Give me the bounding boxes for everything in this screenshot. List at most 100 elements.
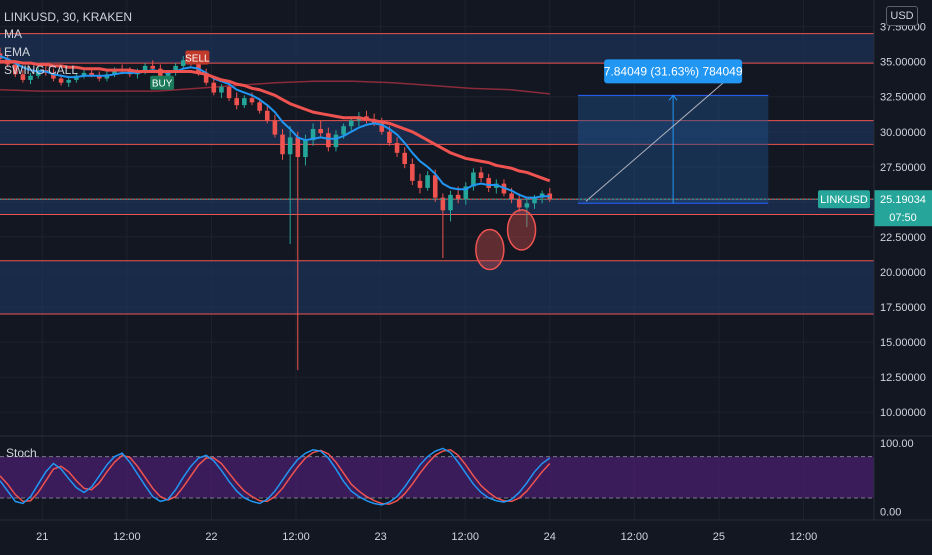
stoch-tick-0: 0.00: [880, 507, 901, 519]
sell-signal-label: SELL: [185, 53, 210, 64]
candle-body: [249, 98, 255, 103]
candle-body: [28, 75, 33, 80]
stoch-tick-100: 100.00: [880, 438, 914, 450]
candle-body: [264, 110, 270, 121]
price-tick-label: 15.00000: [880, 337, 926, 349]
price-tick-label: 22.50000: [880, 232, 926, 244]
price-zones: [0, 33, 874, 315]
candle-body: [410, 164, 415, 181]
price-range-measure[interactable]: 7.84049 (31.63%) 784049: [577, 59, 769, 204]
candle-body: [402, 152, 407, 165]
symbol-price-tag-bg: [818, 190, 870, 209]
candle-body: [440, 197, 446, 211]
long-ma-line: [0, 80, 550, 95]
candle-body: [417, 180, 423, 188]
price-tick-label: 27.50000: [880, 162, 926, 174]
candle-body: [303, 140, 308, 158]
time-tick-label: 23: [374, 531, 386, 543]
stoch-label: Stoch: [6, 446, 37, 460]
candle-body: [51, 72, 56, 79]
candle-body: [158, 68, 163, 79]
zone-rect: [0, 120, 874, 145]
time-tick-label: 12:00: [113, 531, 141, 543]
candle-body: [165, 72, 171, 79]
candle-body: [12, 64, 18, 75]
indicator-swing-call[interactable]: SWING CALL: [4, 63, 79, 77]
price-tick-label: 20.00000: [880, 267, 926, 279]
candle-body: [219, 86, 224, 93]
stoch-d-line: [0, 448, 551, 505]
candle-body: [425, 175, 430, 188]
last-price-tag-bg: [874, 190, 932, 227]
candle-body: [394, 142, 400, 153]
swing-signals: SELL BUY: [150, 50, 210, 90]
candle-body: [348, 120, 354, 127]
measure-label-bg: [604, 59, 743, 84]
symbol-price-tag: LINKUSD: [820, 194, 868, 206]
highlight-circle: [475, 228, 505, 271]
time-tick-label: 12:00: [621, 531, 649, 543]
candle-body: [242, 98, 247, 106]
candle-body: [58, 78, 64, 83]
candle-body: [478, 172, 484, 179]
time-tick-label: 12:00: [282, 531, 310, 543]
time-tick-label: 22: [205, 531, 217, 543]
candle-body: [180, 60, 186, 66]
stoch-k-line: [0, 447, 551, 506]
candle-body: [226, 86, 232, 99]
candle-body: [432, 175, 438, 198]
candle-body: [112, 70, 117, 75]
candle-body: [66, 79, 72, 83]
highlight-circles: [475, 209, 537, 271]
zone-rect: [0, 260, 874, 315]
price-tick-label: 17.50000: [880, 302, 926, 314]
measure-trendline: [585, 78, 729, 202]
indicator-ema[interactable]: EMA: [4, 45, 31, 59]
candle-body: [532, 197, 537, 204]
time-tick-label: 24: [544, 531, 556, 543]
measure-arrow-head: [668, 94, 678, 101]
candle-body: [310, 128, 316, 141]
candle-body: [486, 178, 491, 188]
buy-signal-label: BUY: [152, 79, 173, 90]
price-tick-label: 10.00000: [880, 407, 926, 419]
price-tick-label: 32.50000: [880, 92, 926, 104]
candle-body: [387, 131, 392, 143]
currency-button[interactable]: USD: [886, 6, 918, 26]
price-tick-label: 30.00000: [880, 127, 926, 139]
candle-body: [448, 194, 453, 211]
candle-body: [333, 134, 339, 148]
candle-body: [173, 65, 178, 73]
indicator-ma[interactable]: MA: [4, 27, 22, 41]
candle-body: [295, 137, 301, 158]
time-tick-label: 12:00: [790, 531, 818, 543]
last-price-value: 25.19034: [880, 194, 926, 206]
candle-body: [463, 186, 469, 200]
axes: 37.5000035.0000032.5000030.0000027.50000…: [0, 0, 932, 543]
symbol-title: LINKUSD, 30, KRAKEN: [4, 10, 133, 24]
ema-line: [0, 55, 550, 199]
sell-signal-bg: [185, 50, 210, 65]
candle-body: [272, 120, 278, 135]
candle-body: [20, 74, 26, 80]
time-tick-label: 21: [36, 531, 48, 543]
candle-body: [287, 137, 293, 155]
candle-body: [524, 203, 530, 208]
moving-average-lines: [0, 55, 551, 199]
time-tick-label: 25: [713, 531, 725, 543]
stoch-pane: 100.00 0.00: [0, 438, 914, 519]
zone-rect: [0, 33, 874, 64]
candle-body: [341, 126, 346, 135]
candle-body: [516, 199, 522, 208]
candle-body: [203, 72, 209, 83]
candle-body: [326, 133, 331, 148]
candle-body: [81, 72, 87, 76]
candle-body: [455, 194, 461, 200]
candle-body: [379, 123, 385, 132]
bar-countdown: 07:50: [889, 212, 917, 224]
last-price-line: LINKUSD 25.19034 07:50: [0, 190, 932, 227]
highlight-circle: [506, 209, 537, 251]
candle-body: [211, 82, 217, 93]
candle-body: [35, 70, 41, 76]
